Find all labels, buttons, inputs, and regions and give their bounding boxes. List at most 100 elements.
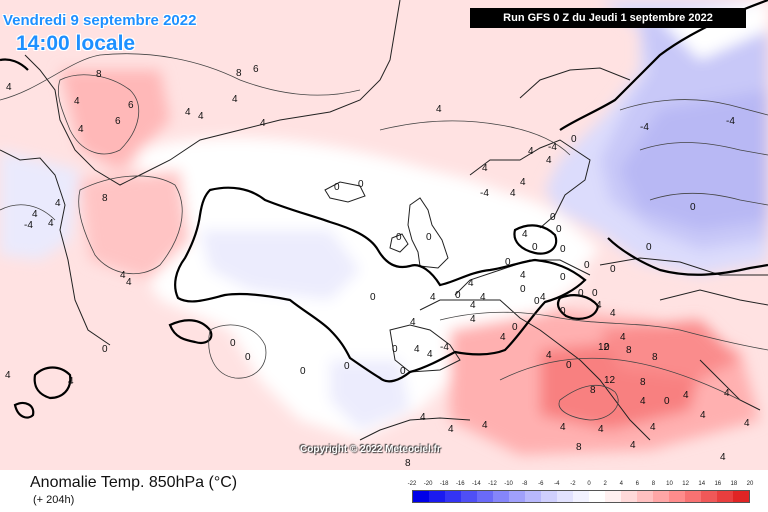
contour-value-label: 0 <box>102 344 108 355</box>
scale-swatch <box>509 491 525 502</box>
contour-value-label: 0 <box>646 242 652 253</box>
contour-value-label: 8 <box>102 193 108 204</box>
contour-value-label: 4 <box>436 104 442 115</box>
contour-value-label: 4 <box>500 332 506 343</box>
contour-value-label: 4 <box>482 163 488 174</box>
contour-value-label: -4 <box>726 116 735 127</box>
scale-swatch <box>717 491 733 502</box>
contour-lines <box>0 53 768 421</box>
contour-value-label: 6 <box>128 100 134 111</box>
scale-swatch <box>445 491 461 502</box>
contour-value-label: 0 <box>610 264 616 275</box>
contour-value-label: 0 <box>512 322 518 333</box>
scale-tick-label: 6 <box>635 481 639 487</box>
contour-value-label: 4 <box>700 410 706 421</box>
contour-value-label: 0 <box>560 244 566 255</box>
contour-value-label: 8 <box>640 377 646 388</box>
forecast-step: (+ 204h) <box>33 494 75 506</box>
contour-value-label: 0 <box>505 257 511 268</box>
contour-value-label: 0 <box>230 338 236 349</box>
contour-value-label: 0 <box>370 292 376 303</box>
contour-value-label: 4 <box>683 390 689 401</box>
contour-value-label: 6 <box>115 116 121 127</box>
contour-value-label: 0 <box>604 342 610 353</box>
contour-value-label: 4 <box>520 177 526 188</box>
scale-tick-label: 20 <box>746 481 754 487</box>
scale-swatch <box>541 491 557 502</box>
contour-value-label: 8 <box>590 385 596 396</box>
scale-swatch <box>621 491 637 502</box>
contour-value-label: 8 <box>626 345 632 356</box>
scale-swatch <box>477 491 493 502</box>
contour-value-label: 4 <box>640 396 646 407</box>
contour-value-label: 4 <box>468 278 474 289</box>
run-info: Run GFS 0 Z du Jeudi 1 septembre 2022 <box>470 8 746 28</box>
contour-value-label: 0 <box>426 232 432 243</box>
contour-value-label: 4 <box>48 218 54 229</box>
contour-value-label: 0 <box>550 212 556 223</box>
contour-value-label: 8 <box>236 68 242 79</box>
contour-value-label: -4 <box>24 220 33 231</box>
contour-value-label: 8 <box>96 69 102 80</box>
scale-swatch <box>493 491 509 502</box>
scale-swatch <box>429 491 445 502</box>
contour-value-label: 4 <box>430 292 436 303</box>
contour-value-label: 0 <box>300 366 306 377</box>
contour-value-label: 4 <box>470 300 476 311</box>
contour-value-label: -4 <box>548 142 557 153</box>
scale-tick-label: -20 <box>423 481 433 487</box>
valid-date: Vendredi 9 septembre 2022 <box>3 12 197 29</box>
contour-value-label: 4 <box>744 418 750 429</box>
contour-value-label: 4 <box>55 198 61 209</box>
scale-tick-label: -10 <box>504 481 513 487</box>
scale-tick-label: 4 <box>619 481 623 487</box>
contour-value-label: 4 <box>720 452 726 463</box>
scale-tick-label: -8 <box>521 481 528 487</box>
scale-tick-label: 0 <box>587 481 591 487</box>
contour-value-label: 4 <box>480 292 486 303</box>
contour-value-label: 4 <box>410 317 416 328</box>
scale-swatch <box>701 491 717 502</box>
scale-swatch <box>669 491 685 502</box>
contour-value-label: 0 <box>396 232 402 243</box>
contour-value-label: 4 <box>520 270 526 281</box>
contour-value-label: 4 <box>470 314 476 325</box>
scale-tick-label: -14 <box>472 481 481 487</box>
contour-value-label: 4 <box>560 422 566 433</box>
contour-value-label: 0 <box>245 352 251 363</box>
contour-value-label: -4 <box>640 122 649 133</box>
contour-value-label: 4 <box>522 229 528 240</box>
scale-tick-label: 10 <box>666 481 673 487</box>
contour-value-label: 6 <box>253 64 259 75</box>
contour-value-label: -4 <box>480 188 489 199</box>
contour-value-label: 4 <box>32 209 38 220</box>
contour-value-label: 0 <box>520 284 526 295</box>
contour-value-label: 4 <box>448 424 454 435</box>
scale-tick-label: 12 <box>682 481 689 487</box>
contour-value-label: 0 <box>578 288 584 299</box>
contour-value-label: 12 <box>598 342 610 353</box>
contour-value-label: 4 <box>482 420 488 431</box>
contour-value-label: 4 <box>420 412 426 423</box>
contour-value-label: 0 <box>400 366 406 377</box>
contour-value-label: 0 <box>664 396 670 407</box>
scale-swatch <box>573 491 589 502</box>
contour-value-label: 4 <box>260 118 266 129</box>
contour-value-label: 0 <box>571 134 577 145</box>
contour-value-label: 4 <box>198 111 204 122</box>
scale-tick-label: 2 <box>603 481 607 487</box>
contour-value-label: 4 <box>185 107 191 118</box>
contour-value-label: 4 <box>414 344 420 355</box>
contour-value-label: 4 <box>126 277 132 288</box>
contour-value-label: 4 <box>598 424 604 435</box>
scale-swatch <box>653 491 669 502</box>
contour-value-label: 0 <box>584 260 590 271</box>
contour-value-label: 4 <box>610 308 616 319</box>
contour-value-label: 4 <box>546 350 552 361</box>
copyright-notice: Copyright © 2022 Meteociel.fr <box>300 444 441 455</box>
scale-tick-label: 8 <box>651 481 656 487</box>
scale-tick-label: 16 <box>714 481 722 487</box>
contour-value-label: 4 <box>74 96 80 107</box>
